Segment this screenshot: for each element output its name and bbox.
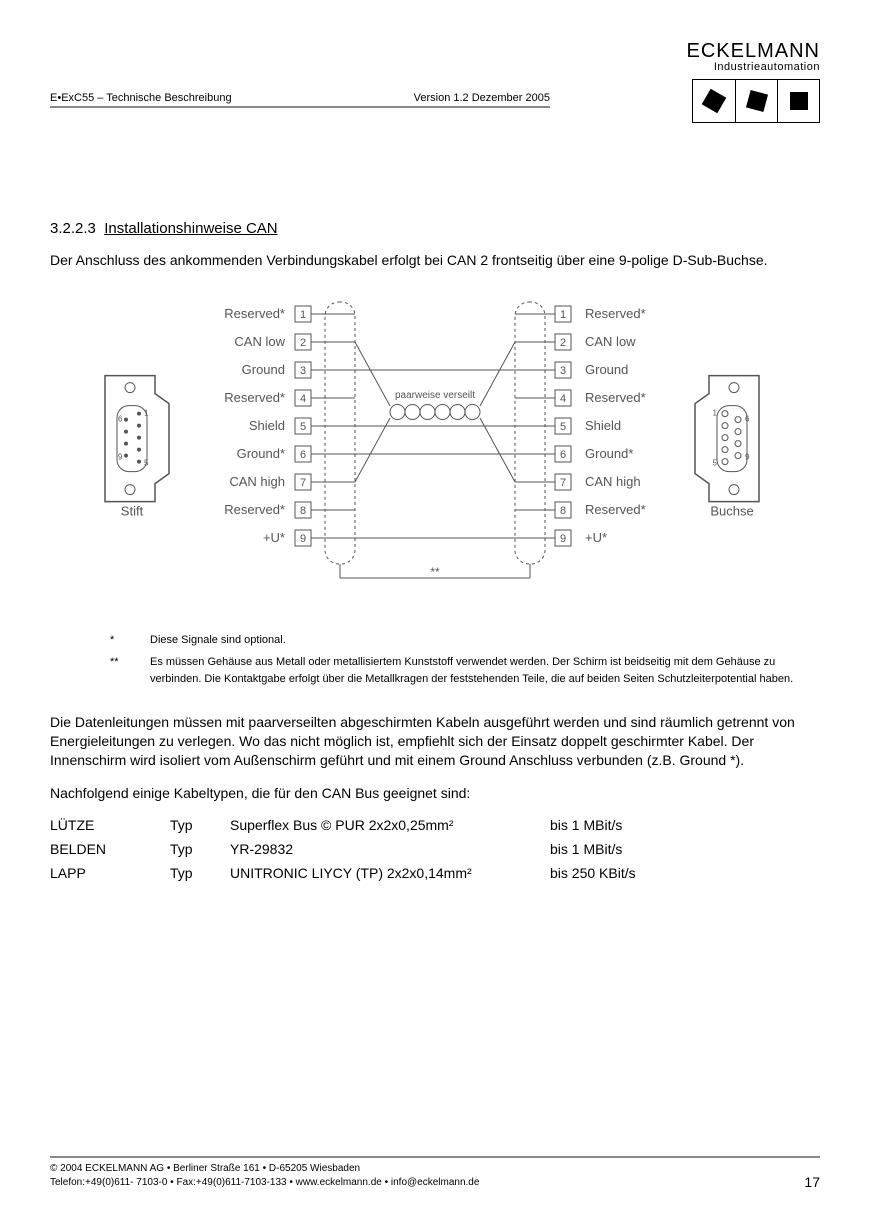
svg-text:9: 9 [745, 452, 750, 461]
company-logo: ECKELMANN Industrieautomation [620, 40, 820, 123]
svg-text:6: 6 [118, 414, 123, 423]
svg-text:paarweise verseilt: paarweise verseilt [395, 390, 475, 401]
svg-text:Reserved*: Reserved* [224, 502, 285, 517]
svg-text:3: 3 [560, 365, 566, 377]
footer-line2: Telefon:+49(0)611- 7103-0 • Fax:+49(0)61… [50, 1176, 479, 1190]
svg-text:5: 5 [300, 421, 306, 433]
svg-text:Shield: Shield [585, 418, 621, 433]
svg-text:Ground: Ground [585, 362, 628, 377]
svg-text:1: 1 [560, 309, 566, 321]
table-row: LAPP Typ UNITRONIC LIYCY (TP) 2x2x0,14mm… [50, 865, 820, 881]
svg-text:7: 7 [300, 477, 306, 489]
svg-text:Shield: Shield [249, 418, 285, 433]
svg-text:5: 5 [144, 458, 149, 467]
note2-marker: ** [110, 654, 150, 687]
svg-text:8: 8 [560, 505, 566, 517]
svg-text:7: 7 [560, 477, 566, 489]
section-number: 3.2.2.3 [50, 220, 96, 237]
svg-text:6: 6 [560, 449, 566, 461]
svg-text:Reserved*: Reserved* [585, 502, 646, 517]
svg-text:Reserved*: Reserved* [585, 390, 646, 405]
svg-text:1: 1 [713, 408, 718, 417]
cable-typ: Typ [170, 817, 230, 833]
table-row: BELDEN Typ YR-29832 bis 1 MBit/s [50, 841, 820, 857]
svg-text:Reserved*: Reserved* [224, 306, 285, 321]
svg-text:5: 5 [713, 458, 718, 467]
logo-text-main: ECKELMANN [620, 40, 820, 63]
cable-brand: LÜTZE [50, 817, 170, 833]
section-title: Installationshinweise CAN [104, 220, 277, 237]
svg-text:2: 2 [300, 337, 306, 349]
logo-squares-icon [692, 79, 820, 123]
doc-title-left: E•ExC55 – Technische Beschreibung [50, 92, 232, 104]
cable-desc: UNITRONIC LIYCY (TP) 2x2x0,14mm² [230, 865, 550, 881]
can-wiring-diagram: ** Reserved* 1 1 Reserved* CAN low 2 2 CAN low Gr… [50, 294, 820, 604]
svg-text:+U*: +U* [263, 530, 285, 545]
svg-text:9: 9 [560, 533, 566, 545]
svg-text:2: 2 [560, 337, 566, 349]
svg-text:CAN high: CAN high [229, 474, 285, 489]
svg-text:1: 1 [300, 309, 306, 321]
svg-text:9: 9 [118, 452, 123, 461]
page-number: 17 [804, 1174, 820, 1190]
note2-text: Es müssen Gehäuse aus Metall oder metall… [150, 654, 800, 687]
svg-text:4: 4 [300, 393, 306, 405]
cable-desc: Superflex Bus © PUR 2x2x0,25mm² [230, 817, 550, 833]
logo-text-sub: Industrieautomation [620, 61, 820, 73]
svg-text:Ground*: Ground* [237, 446, 285, 461]
svg-text:Buchse: Buchse [710, 503, 753, 518]
svg-text:Reserved*: Reserved* [585, 306, 646, 321]
cable-typ: Typ [170, 841, 230, 857]
cable-speed: bis 1 MBit/s [550, 817, 690, 833]
body-paragraph-3: Nachfolgend einige Kabeltypen, die für d… [50, 784, 820, 803]
footnotes: * Diese Signale sind optional. ** Es müs… [50, 632, 820, 688]
svg-text:6: 6 [745, 414, 750, 423]
cable-speed: bis 250 KBit/s [550, 865, 690, 881]
svg-text:9: 9 [300, 533, 306, 545]
svg-text:Stift: Stift [121, 503, 144, 518]
svg-text:Reserved*: Reserved* [224, 390, 285, 405]
svg-text:Ground: Ground [242, 362, 285, 377]
svg-text:8: 8 [300, 505, 306, 517]
svg-text:3: 3 [300, 365, 306, 377]
note1-marker: * [110, 632, 150, 649]
page-footer: © 2004 ECKELMANN AG • Berliner Straße 16… [50, 1156, 820, 1190]
svg-text:5: 5 [560, 421, 566, 433]
doc-version-right: Version 1.2 Dezember 2005 [414, 92, 550, 104]
table-row: LÜTZE Typ Superflex Bus © PUR 2x2x0,25mm… [50, 817, 820, 833]
svg-text:CAN low: CAN low [234, 334, 285, 349]
svg-text:**: ** [430, 565, 440, 579]
cable-types-table: LÜTZE Typ Superflex Bus © PUR 2x2x0,25mm… [50, 817, 820, 881]
footer-line1: © 2004 ECKELMANN AG • Berliner Straße 16… [50, 1162, 479, 1176]
cable-brand: LAPP [50, 865, 170, 881]
header-doc-info: E•ExC55 – Technische Beschreibung Versio… [50, 40, 620, 108]
body-paragraph-2: Die Datenleitungen müssen mit paarversei… [50, 713, 820, 770]
cable-desc: YR-29832 [230, 841, 550, 857]
svg-text:CAN high: CAN high [585, 474, 641, 489]
cable-brand: BELDEN [50, 841, 170, 857]
intro-paragraph: Der Anschluss des ankommenden Verbindung… [50, 251, 820, 270]
svg-text:Ground*: Ground* [585, 446, 633, 461]
cable-speed: bis 1 MBit/s [550, 841, 690, 857]
svg-text:4: 4 [560, 393, 566, 405]
note1-text: Diese Signale sind optional. [150, 632, 286, 649]
cable-typ: Typ [170, 865, 230, 881]
svg-text:1: 1 [144, 408, 149, 417]
section-heading: 3.2.2.3 Installationshinweise CAN [50, 220, 820, 237]
svg-text:CAN low: CAN low [585, 334, 636, 349]
page-header: E•ExC55 – Technische Beschreibung Versio… [50, 40, 820, 130]
svg-text:+U*: +U* [585, 530, 607, 545]
svg-text:6: 6 [300, 449, 306, 461]
